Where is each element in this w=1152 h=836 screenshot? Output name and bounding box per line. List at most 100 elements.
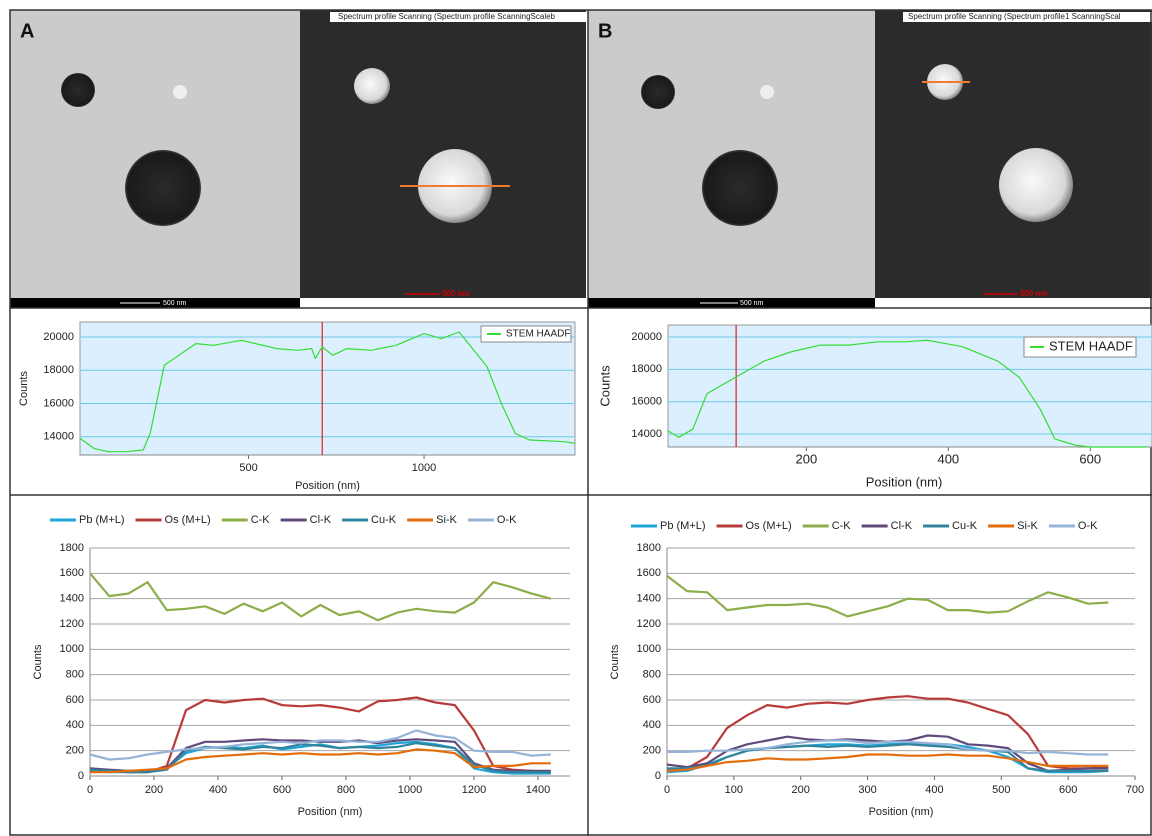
y-axis-title: Counts: [18, 371, 30, 406]
chart: 14000 16000 18000 20000 200 400 600 Position (n…: [597, 324, 1152, 489]
y-tick-label: 1200: [637, 618, 661, 630]
data-line: [79, 331, 576, 453]
x-tick-label: 0: [87, 784, 93, 796]
y-tick-label: 18000: [631, 363, 662, 375]
legend-label: Pb (M+L): [660, 520, 706, 532]
y-axis-title: Counts: [609, 644, 621, 679]
data-line: [666, 695, 1109, 772]
data-line: [89, 729, 551, 761]
y-tick-label: 400: [643, 719, 661, 731]
x-tick-label: 400: [937, 451, 959, 466]
y-tick-label: 1800: [60, 542, 84, 554]
x-axis-title: Position (nm): [295, 480, 360, 492]
data-line: [667, 339, 1147, 448]
y-tick-label: 16000: [631, 396, 662, 408]
legend-label: O-K: [497, 514, 517, 526]
image-a-left: 500 nm: [10, 10, 300, 308]
data-line: [90, 748, 551, 774]
y-tick-label: 20000: [43, 331, 74, 343]
legend-box: [480, 325, 572, 343]
x-axis-title: Position (nm): [866, 474, 943, 489]
legend-label: STEM HAADF: [1049, 338, 1133, 353]
plot-area: [79, 321, 576, 456]
y-tick-label: 16000: [43, 397, 74, 409]
x-tick-label: 200: [792, 784, 810, 796]
x-tick-label: 0: [664, 784, 670, 796]
x-tick-label: 400: [209, 784, 227, 796]
y-tick-label: 0: [78, 770, 84, 782]
x-tick-label: 1200: [462, 784, 486, 796]
x-tick-label: 1000: [398, 784, 422, 796]
y-tick-label: 800: [66, 669, 84, 681]
scale-bar-label: 500 nm: [163, 300, 187, 307]
legend-label: C-K: [251, 514, 271, 526]
x-tick-label: 600: [273, 784, 291, 796]
y-tick-label: 600: [643, 694, 661, 706]
y-tick-label: 1000: [637, 643, 661, 655]
panel-label: A: [20, 20, 34, 42]
y-tick-label: 1000: [60, 643, 84, 655]
legend-label: Si-K: [436, 514, 457, 526]
y-tick-label: 14000: [43, 431, 74, 443]
data-line: [667, 739, 1109, 756]
y-tick-label: 200: [643, 745, 661, 757]
x-tick-label: 200: [796, 451, 818, 466]
y-axis-title: Counts: [32, 644, 44, 679]
y-tick-label: 14000: [631, 428, 662, 440]
legend-label: Cu-K: [371, 514, 397, 526]
y-tick-label: 18000: [43, 364, 74, 376]
x-tick-label: 600: [1079, 451, 1101, 466]
legend-label: Cl-K: [310, 514, 332, 526]
legend-label: Si-K: [1017, 520, 1038, 532]
legend-label: Cl-K: [891, 520, 913, 532]
data-line: [666, 753, 1109, 772]
image-b-left: 500 nm: [588, 10, 875, 308]
chart: 0 200 400 600 800 1000 1200 1400 1600 1800 0 100 200…: [609, 520, 1144, 818]
y-tick-label: 1400: [60, 593, 84, 605]
data-line: [89, 572, 552, 622]
y-tick-label: 1800: [637, 542, 661, 554]
y-tick-label: 0: [655, 770, 661, 782]
y-axis-title: Counts: [597, 365, 612, 407]
image-title: Spectrum profile Scanning (Spectrum prof…: [908, 12, 1121, 21]
panel-label: B: [598, 20, 612, 42]
legend-label: Pb (M+L): [79, 514, 125, 526]
scale-bar-label: 500 nm: [442, 289, 470, 298]
legend-box: [1023, 336, 1137, 358]
y-tick-label: 1600: [637, 567, 661, 579]
scale-bar-label: 500 nm: [1020, 289, 1048, 298]
image-a-right: Spectrum profile Scanning (Spectrum prof…: [300, 10, 586, 308]
data-line: [89, 696, 551, 774]
y-tick-label: 1600: [60, 567, 84, 579]
legend-label: Os (M+L): [165, 514, 211, 526]
legend-label: Os (M+L): [746, 520, 792, 532]
y-tick-label: 800: [643, 669, 661, 681]
chart: 0 200 400 600 800 1000 1200 1400 1600 1800 0 200 400…: [32, 514, 570, 818]
image-title: Spectrum profile Scanning (Spectrum prof…: [338, 12, 556, 21]
data-line: [667, 743, 1109, 772]
legend-label: O-K: [1078, 520, 1098, 532]
data-line: [89, 742, 551, 774]
x-tick-label: 1400: [526, 784, 550, 796]
x-tick-label: 1000: [412, 462, 436, 474]
x-tick-label: 200: [145, 784, 163, 796]
y-tick-label: 20000: [631, 331, 662, 343]
data-line: [666, 575, 1109, 618]
image-b-right: Spectrum profile Scanning (Spectrum prof…: [875, 10, 1152, 308]
y-tick-label: 600: [66, 694, 84, 706]
x-tick-label: 600: [1059, 784, 1077, 796]
x-tick-label: 800: [337, 784, 355, 796]
scale-bar-label: 500 nm: [740, 300, 764, 307]
y-tick-label: 1200: [60, 618, 84, 630]
legend-label: C-K: [832, 520, 852, 532]
chart: 14000 16000 18000 20000 500 1000 Position (nm)…: [18, 321, 576, 492]
legend-label: Cu-K: [952, 520, 978, 532]
x-tick-label: 700: [1126, 784, 1144, 796]
x-tick-label: 500: [992, 784, 1010, 796]
y-tick-label: 1400: [637, 593, 661, 605]
x-axis-title: Position (nm): [869, 806, 934, 818]
legend-label: STEM HAADF: [506, 329, 570, 340]
x-tick-label: 100: [725, 784, 743, 796]
y-tick-label: 200: [66, 745, 84, 757]
